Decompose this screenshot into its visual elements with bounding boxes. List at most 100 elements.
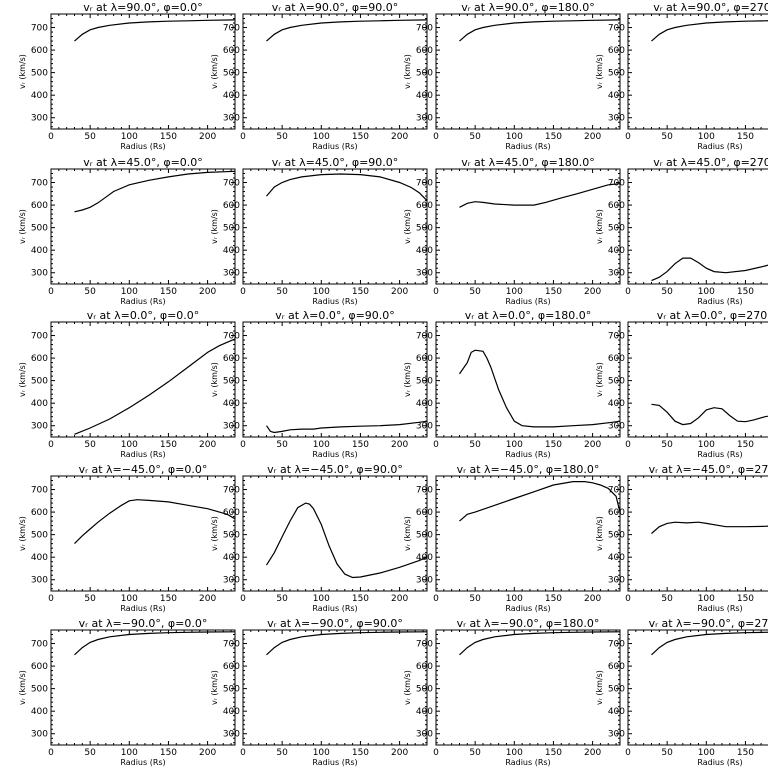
x-axis-label: Radius (Rs) <box>505 142 550 151</box>
panel-1-3: vᵣ at λ=45.0°, φ=270.0°05010015020030040… <box>595 156 768 306</box>
x-tick-label: 0 <box>625 132 631 142</box>
x-tick-label: 150 <box>160 748 177 758</box>
x-tick-label: 150 <box>737 748 754 758</box>
y-tick-label: 300 <box>31 730 48 740</box>
y-tick-label: 400 <box>608 399 625 409</box>
x-tick-label: 200 <box>584 287 601 297</box>
x-tick-label: 200 <box>199 132 216 142</box>
y-tick-label: 400 <box>223 246 240 256</box>
series-line-0 <box>266 420 428 434</box>
plot-frame <box>50 629 236 746</box>
y-tick-label: 700 <box>31 486 48 496</box>
panel-title: vᵣ at λ=45.0°, φ=180.0° <box>461 156 595 169</box>
x-tick-label: 50 <box>469 440 481 450</box>
y-tick-label: 700 <box>608 640 625 650</box>
y-tick-label: 700 <box>223 332 240 342</box>
y-tick-label: 700 <box>31 179 48 189</box>
x-tick-label: 200 <box>584 132 601 142</box>
panel-title: vᵣ at λ=−90.0°, φ=0.0° <box>79 617 208 630</box>
y-tick-label: 500 <box>608 224 625 234</box>
x-tick-label: 150 <box>352 594 369 604</box>
y-tick-label: 300 <box>416 422 433 432</box>
y-tick-label: 300 <box>31 269 48 279</box>
series-line-0 <box>74 170 236 213</box>
y-tick-label: 500 <box>416 377 433 387</box>
y-tick-label: 400 <box>223 553 240 563</box>
panel-title: vᵣ at λ=90.0°, φ=180.0° <box>461 1 595 14</box>
x-tick-label: 0 <box>625 748 631 758</box>
series-line-0 <box>266 173 428 202</box>
panel-4-3: vᵣ at λ=−90.0°, φ=270.0°0501001502003004… <box>595 617 768 767</box>
x-tick-label: 100 <box>313 440 330 450</box>
y-tick-label: 400 <box>608 553 625 563</box>
series-line-0 <box>459 631 621 656</box>
panel-2-0: vᵣ at λ=0.0°, φ=0.0° 0 50 100 150 200 300 400 50… <box>18 309 236 459</box>
y-tick-label: 600 <box>608 662 625 672</box>
x-tick-label: 150 <box>545 132 562 142</box>
y-tick-label: 400 <box>416 553 433 563</box>
plot-frame <box>627 321 768 438</box>
panel-2-1: vᵣ at λ=0.0°, φ=90.0° 0 50 100 150 200 300 400 5… <box>210 309 428 459</box>
x-axis-label: Radius (Rs) <box>505 758 550 767</box>
x-tick-label: 150 <box>737 594 754 604</box>
y-tick-label: 600 <box>416 508 433 518</box>
x-tick-label: 0 <box>48 748 54 758</box>
x-tick-label: 200 <box>584 440 601 450</box>
y-tick-label: 400 <box>608 91 625 101</box>
panel-3-1: vᵣ at λ=−45.0°, φ=90.0° 0 50 100 150 200 300 40… <box>210 463 428 613</box>
panel-title: vᵣ at λ=−45.0°, φ=0.0° <box>79 463 208 476</box>
y-tick-label: 700 <box>608 486 625 496</box>
plot-frame <box>50 321 236 438</box>
x-tick-label: 150 <box>545 440 562 450</box>
y-tick-label: 300 <box>608 114 625 124</box>
y-tick-label: 700 <box>416 179 433 189</box>
panel-3-3: vᵣ at λ=−45.0°, φ=270.0°0501001502003004… <box>595 463 768 613</box>
y-tick-label: 600 <box>608 201 625 211</box>
y-axis-label: vᵣ (km/s) <box>595 54 604 89</box>
x-tick-label: 100 <box>698 594 715 604</box>
panel-2-3: vᵣ at λ=0.0°, φ=270.0°050100150200300400… <box>595 309 768 459</box>
y-tick-label: 700 <box>416 486 433 496</box>
y-tick-label: 500 <box>223 531 240 541</box>
y-tick-label: 400 <box>31 246 48 256</box>
series-line-0 <box>651 20 768 42</box>
panel-0-0: vᵣ at λ=90.0°, φ=0.0° 0 50 100 150 200 300 400 5… <box>18 1 236 151</box>
y-axis-label: vᵣ (km/s) <box>18 516 27 551</box>
panel-3-0: vᵣ at λ=−45.0°, φ=0.0° 0 50 100 150 200 300 400… <box>18 463 236 613</box>
x-tick-label: 50 <box>661 594 673 604</box>
panel-1-0: vᵣ at λ=45.0°, φ=0.0° 0 50 100 150 200 300 400 5… <box>18 156 236 306</box>
x-tick-label: 100 <box>121 287 138 297</box>
plot-frame <box>50 168 236 285</box>
y-tick-label: 300 <box>31 114 48 124</box>
x-tick-label: 150 <box>545 287 562 297</box>
y-tick-label: 500 <box>223 377 240 387</box>
y-axis-label: vᵣ (km/s) <box>18 54 27 89</box>
x-tick-label: 200 <box>584 748 601 758</box>
x-axis-label: Radius (Rs) <box>120 758 165 767</box>
y-tick-label: 300 <box>223 114 240 124</box>
x-tick-label: 150 <box>352 748 369 758</box>
series-line-0 <box>266 19 428 42</box>
x-tick-label: 150 <box>737 132 754 142</box>
series-line-0 <box>459 349 621 428</box>
y-tick-label: 700 <box>31 332 48 342</box>
x-tick-label: 0 <box>48 594 54 604</box>
plot-frame <box>50 475 236 592</box>
x-axis-label: Radius (Rs) <box>697 142 742 151</box>
y-tick-label: 300 <box>416 730 433 740</box>
y-tick-label: 500 <box>223 69 240 79</box>
x-tick-label: 100 <box>506 132 523 142</box>
x-tick-label: 100 <box>698 440 715 450</box>
x-tick-label: 0 <box>240 287 246 297</box>
panel-title: vᵣ at λ=0.0°, φ=270.0° <box>657 309 768 322</box>
x-tick-label: 150 <box>352 287 369 297</box>
y-tick-label: 700 <box>31 640 48 650</box>
y-tick-label: 300 <box>416 114 433 124</box>
y-axis-label: vᵣ (km/s) <box>18 362 27 397</box>
y-tick-label: 500 <box>223 685 240 695</box>
y-tick-label: 300 <box>223 422 240 432</box>
y-axis-label: vᵣ (km/s) <box>595 209 604 244</box>
x-tick-label: 0 <box>240 594 246 604</box>
x-tick-label: 0 <box>433 287 439 297</box>
x-tick-label: 50 <box>84 440 96 450</box>
